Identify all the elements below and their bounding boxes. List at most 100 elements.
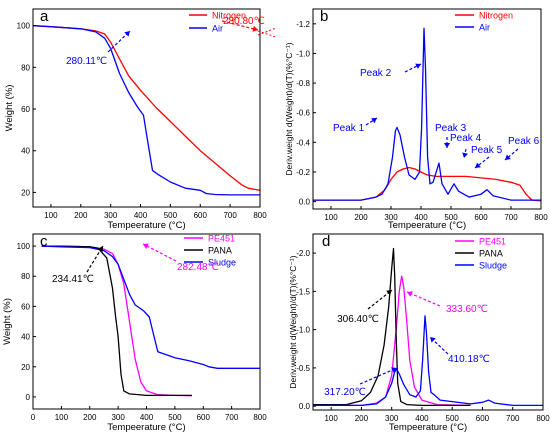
- x-tick-label: 200: [354, 213, 368, 222]
- x-tick-label: 800: [534, 213, 548, 222]
- y-tick-label: 80: [21, 272, 30, 281]
- y-axis-label: Weight (%): [2, 298, 13, 345]
- x-tick-label: 100: [324, 414, 338, 423]
- annotation-arrow: [406, 291, 441, 307]
- annotation-arrowhead: [143, 243, 149, 249]
- y-tick-label: -0.6: [296, 109, 310, 118]
- annotation-arrowhead: [371, 118, 377, 124]
- x-tick-label: 200: [74, 211, 88, 220]
- y-tick-label: -1.0: [296, 326, 310, 335]
- y-tick-label: 40: [21, 333, 30, 342]
- annotation-label: 282.48℃: [177, 262, 219, 273]
- panel-a: 100 200 300 400 500 600 700 800 20 40 60 80 100 Tempe…: [4, 8, 277, 231]
- x-tick-label: 300: [104, 211, 118, 220]
- legend-label: PANA: [208, 246, 232, 256]
- series-line-sludge: [41, 245, 260, 369]
- legend-label: Sludge: [208, 258, 236, 268]
- annotation-arrowhead: [444, 143, 450, 148]
- panel-d: 100 200 300 400 500 600 700 800 0.0 -0.5 -1.0 -1.5 -…: [288, 233, 550, 433]
- panel-c: 0 100 200 300 400 500 600 700 800 0 20 40 60 80 100 Tem…: [2, 233, 267, 433]
- y-tick-label: 20: [21, 363, 30, 372]
- plot-frame: [312, 8, 542, 210]
- series-line-air: [313, 27, 541, 201]
- annotation-label: Peak 2: [360, 68, 392, 79]
- x-tick-label: 700: [506, 414, 520, 423]
- annotation-arrow: [142, 243, 177, 262]
- series-line-air: [33, 25, 260, 196]
- x-tick-label: 400: [414, 213, 428, 222]
- x-tick-label: 700: [225, 413, 239, 422]
- x-tick-label: 400: [415, 414, 429, 423]
- y-tick-label: -0.8: [296, 79, 310, 88]
- legend-label: Sludge: [479, 261, 507, 271]
- annotation-arrowhead: [475, 162, 481, 168]
- panel-letter: a: [40, 8, 49, 25]
- y-axis-label: Weight (%): [4, 85, 15, 132]
- y-tick-label: -0.4: [296, 138, 310, 147]
- annotation-label: 280.80℃: [223, 16, 265, 27]
- x-tick-label: 100: [55, 413, 69, 422]
- x-axis-label: Tempeerature (°C): [388, 220, 466, 231]
- x-axis-label: Tempeerature (°C): [107, 422, 185, 433]
- legend-label: Air: [212, 24, 223, 34]
- x-tick-label: 200: [83, 413, 97, 422]
- tangent-line: [257, 30, 277, 38]
- x-tick-label: 500: [164, 211, 178, 220]
- y-tick-label: 60: [21, 105, 30, 114]
- annotation-arrowhead: [462, 152, 468, 158]
- y-tick-label: 0: [26, 393, 31, 402]
- x-tick-label: 300: [111, 413, 125, 422]
- annotation-label: Peak 1: [333, 123, 365, 134]
- annotation-arrow: [504, 148, 519, 161]
- legend-label: Nitrogen: [479, 11, 513, 21]
- x-tick-label: 300: [385, 414, 399, 423]
- annotation-label: Peak 4: [450, 133, 482, 144]
- annotation-arrowhead: [430, 337, 436, 343]
- y-tick-label: -1.2: [296, 20, 310, 29]
- x-tick-label: 500: [446, 414, 460, 423]
- x-tick-label: 500: [444, 213, 458, 222]
- annotation-arrow: [86, 245, 104, 273]
- annotation-label: 410.18℃: [448, 354, 490, 365]
- annotation-label: Peak 3: [435, 123, 467, 134]
- y-tick-label: -0.5: [296, 364, 310, 373]
- x-tick-label: 200: [355, 414, 369, 423]
- annotation-label: 280.11℃: [66, 56, 107, 67]
- legend-label: PE451: [479, 237, 506, 247]
- series-line-pana: [41, 245, 192, 397]
- y-tick-label: 60: [21, 302, 30, 311]
- annotation-label: 234.41℃: [52, 274, 94, 285]
- plot-frame: [312, 233, 544, 411]
- annotation-label: 317.20℃: [324, 387, 366, 398]
- series-line-nitrogen: [33, 25, 260, 191]
- x-tick-label: 400: [134, 211, 148, 220]
- x-tick-label: 800: [536, 414, 550, 423]
- y-tick-label: 40: [21, 147, 30, 156]
- y-axis-label: Deriv.weight d(Weight)/d(T)(%°C⁻¹): [284, 42, 294, 175]
- annotation-arrow: [107, 30, 131, 53]
- series-line-pana: [313, 247, 471, 407]
- y-tick-label: 0.0: [299, 402, 311, 411]
- annotation-arrowhead: [391, 367, 397, 373]
- x-tick-label: 100: [324, 213, 338, 222]
- annotation-arrowhead: [97, 246, 103, 252]
- annotation-arrowhead: [386, 290, 392, 296]
- legend-label: Air: [479, 23, 490, 33]
- y-tick-label: -2.0: [296, 249, 310, 258]
- x-tick-label: 700: [504, 213, 518, 222]
- annotation-arrowhead: [124, 31, 130, 37]
- annotation-arrow: [404, 63, 422, 73]
- x-tick-label: 700: [223, 211, 237, 220]
- series-line-nitrogen: [313, 166, 541, 202]
- annotation-arrow: [367, 289, 393, 310]
- legend-label: Nitrogen: [212, 11, 246, 21]
- x-tick-label: 100: [44, 211, 58, 220]
- annotation-arrowhead: [407, 291, 413, 297]
- annotation-arrowhead: [415, 63, 421, 69]
- annotation-label: 333.60℃: [446, 304, 488, 315]
- annotation-label: Peak 5: [471, 145, 503, 156]
- series-line-pe451: [313, 275, 471, 407]
- x-tick-label: 0: [31, 413, 36, 422]
- panel-b: 100 200 300 400 500 600 700 800 0.0 -0.2 -0.4 -0.6 -…: [284, 8, 548, 231]
- panel-letter: c: [40, 233, 48, 250]
